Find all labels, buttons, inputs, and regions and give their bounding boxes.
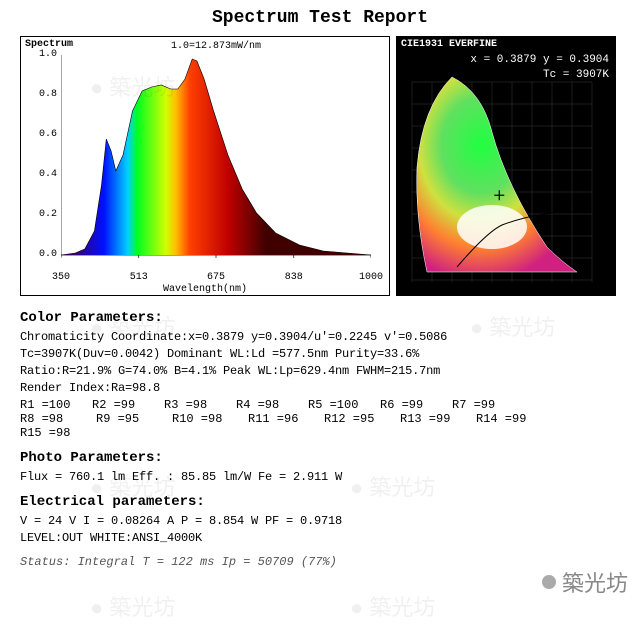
y-tick: 0.8: [23, 89, 57, 100]
elec-params-line2: LEVEL:OUT WHITE:ANSI_4000K: [20, 531, 620, 545]
render-index-item: R11 =96: [248, 412, 324, 426]
photo-params-heading: Photo Parameters:: [20, 450, 620, 466]
elec-params-line1: V = 24 V I = 0.08264 A P = 8.854 W PF = …: [20, 514, 620, 528]
render-index-item: R12 =95: [324, 412, 400, 426]
watermark: ● 築光坊: [90, 590, 175, 622]
render-index-item: R6 =99: [380, 398, 452, 412]
render-index-item: R2 =99: [92, 398, 164, 412]
render-index-item: R5 =100: [308, 398, 380, 412]
report-title: Spectrum Test Report: [20, 8, 620, 28]
color-param-line: Chromaticity Coordinate:x=0.3879 y=0.390…: [20, 330, 620, 344]
charts-row: Spectrum 1.0=12.873mW/nm Wavelength(nm) …: [20, 36, 620, 296]
status-line: Status: Integral T = 122 ms Ip = 50709 (…: [20, 555, 620, 569]
color-param-line: Tc=3907K(Duv=0.0042) Dominant WL:Ld =577…: [20, 347, 620, 361]
cie-xy: x = 0.3879 y = 0.3904: [470, 53, 609, 68]
render-index-item: R9 =95: [96, 412, 172, 426]
render-index-item: R15 =98: [20, 426, 96, 440]
brand-logo: 築光坊: [542, 566, 628, 598]
render-index-item: R3 =98: [164, 398, 236, 412]
render-index-item: R8 =98: [20, 412, 96, 426]
color-params-heading: Color Parameters:: [20, 310, 620, 326]
watermark: ● 築光坊: [350, 590, 435, 622]
color-param-line: Render Index:Ra=98.8: [20, 381, 620, 395]
x-tick: 513: [130, 272, 148, 283]
render-index-item: R7 =99: [452, 398, 524, 412]
render-index-item: R4 =98: [236, 398, 308, 412]
y-tick: 0.0: [23, 249, 57, 260]
x-tick: 838: [285, 272, 303, 283]
render-index-row-1: R1 =100R2 =99R3 =98R4 =98R5 =100R6 =99R7…: [20, 398, 620, 412]
render-index-item: R10 =98: [172, 412, 248, 426]
spectrum-plot: [61, 55, 371, 265]
y-tick: 0.4: [23, 169, 57, 180]
cie-panel: CIE1931 EVERFINE x = 0.3879 y = 0.3904 T…: [396, 36, 616, 296]
x-tick: 675: [207, 272, 225, 283]
photo-params-line: Flux = 760.1 lm Eff. : 85.85 lm/W Fe = 2…: [20, 470, 620, 484]
spectrum-panel: Spectrum 1.0=12.873mW/nm Wavelength(nm) …: [20, 36, 390, 296]
y-tick: 0.6: [23, 129, 57, 140]
x-tick: 1000: [359, 272, 383, 283]
y-tick: 1.0: [23, 49, 57, 60]
color-param-line: Ratio:R=21.9% G=74.0% B=4.1% Peak WL:Lp=…: [20, 364, 620, 378]
brand-text: 築光坊: [562, 566, 628, 598]
elec-params-heading: Electrical parameters:: [20, 494, 620, 510]
render-index-item: R14 =99: [476, 412, 552, 426]
spectrum-xlabel: Wavelength(nm): [163, 284, 247, 295]
cie-info: x = 0.3879 y = 0.3904 Tc = 3907K: [470, 53, 609, 84]
render-index-item: R13 =99: [400, 412, 476, 426]
spectrum-scale-label: 1.0=12.873mW/nm: [171, 41, 261, 52]
cie-tc: Tc = 3907K: [470, 68, 609, 83]
cie-header: CIE1931 EVERFINE: [401, 39, 497, 50]
y-tick: 0.2: [23, 209, 57, 220]
render-index-item: R1 =100: [20, 398, 92, 412]
render-index-row-2: R8 =98R9 =95R10 =98R11 =96R12 =95R13 =99…: [20, 412, 620, 440]
brand-dot-icon: [542, 575, 556, 589]
x-tick: 350: [52, 272, 70, 283]
